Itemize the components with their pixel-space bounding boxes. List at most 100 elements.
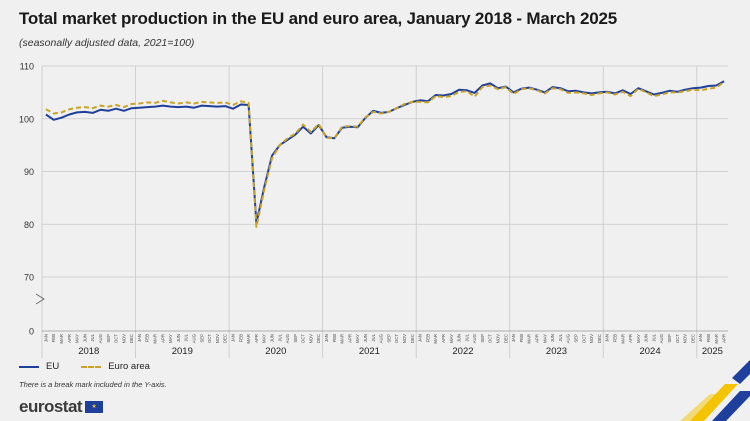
x-tick-label: JUL bbox=[277, 333, 282, 341]
x-tick-label: AUG bbox=[659, 333, 664, 343]
x-tick-label: JUN bbox=[176, 334, 181, 342]
x-tick-label: MAY bbox=[168, 334, 173, 343]
y-tick-label-100: 100 bbox=[19, 114, 34, 124]
x-tick-label: SEP bbox=[199, 334, 204, 343]
y-tick-label-80: 80 bbox=[24, 220, 34, 230]
x-tick-label: FEB bbox=[519, 334, 524, 342]
year-label-2019: 2019 bbox=[172, 346, 193, 357]
x-tick-label: JUL bbox=[558, 333, 563, 341]
series-line-eu bbox=[45, 80, 725, 225]
x-tick-label: DEC bbox=[129, 334, 134, 343]
x-tick-label: JUN bbox=[644, 334, 649, 342]
x-tick-label: JAN bbox=[230, 334, 235, 342]
x-tick-label: OCT bbox=[301, 334, 306, 343]
x-tick-label: JAN bbox=[324, 334, 329, 342]
legend-label-euro-area: Euro area bbox=[108, 361, 150, 372]
x-tick-label: OCT bbox=[207, 334, 212, 343]
legend-swatch-euro-area bbox=[81, 365, 102, 368]
x-tick-label: MAY bbox=[636, 334, 641, 343]
legend-swatch-eu bbox=[19, 365, 39, 368]
year-label-2020: 2020 bbox=[265, 346, 286, 357]
x-tick-label: JAN bbox=[137, 334, 142, 342]
x-tick-label: OCT bbox=[581, 334, 586, 343]
y-axis-break-mark bbox=[35, 293, 45, 305]
x-tick-label: JAN bbox=[605, 334, 610, 342]
x-tick-label: JUN bbox=[82, 334, 87, 342]
x-tick-label: JUL bbox=[90, 333, 95, 341]
x-tick-label: JAN bbox=[698, 334, 703, 342]
year-label-2025: 2025 bbox=[702, 346, 723, 357]
x-tick-label: DEC bbox=[690, 334, 695, 343]
x-tick-label: DEC bbox=[503, 334, 508, 343]
year-label-2023: 2023 bbox=[546, 346, 567, 357]
grid-layer bbox=[41, 65, 728, 358]
x-tick-label: MAR bbox=[527, 334, 532, 344]
x-tick-label: JUN bbox=[269, 334, 274, 342]
x-tick-label: MAY bbox=[542, 334, 547, 343]
x-tick-label: MAR bbox=[340, 334, 345, 344]
x-tick-label: JUN bbox=[363, 334, 368, 342]
y-tick-label-0: 0 bbox=[29, 327, 34, 337]
x-tick-label: APR bbox=[347, 334, 352, 343]
x-tick-label: APR bbox=[628, 334, 633, 343]
x-tick-label: FEB bbox=[332, 334, 337, 342]
chart-subtitle: (seasonally adjusted data, 2021=100) bbox=[19, 37, 195, 49]
x-tick-label: NOV bbox=[215, 334, 220, 343]
x-tick-label: NOV bbox=[121, 334, 126, 343]
x-tick-label: NOV bbox=[402, 334, 407, 343]
x-tick-label: AUG bbox=[566, 333, 571, 343]
eu-flag-icon: ★ bbox=[85, 401, 104, 413]
x-tick-label: MAY bbox=[449, 334, 454, 343]
x-tick-label: MAR bbox=[433, 334, 438, 344]
x-tick-label: SEP bbox=[293, 334, 298, 343]
x-tick-label: MAR bbox=[59, 334, 64, 344]
x-tick-label: APR bbox=[535, 334, 540, 343]
x-tick-label: DEC bbox=[223, 334, 228, 343]
x-tick-label: AUG bbox=[472, 333, 477, 343]
x-tick-label: DEC bbox=[597, 334, 602, 343]
x-tick-label: FEB bbox=[706, 334, 711, 342]
y-tick-label-110: 110 bbox=[20, 62, 34, 72]
x-tick-label: OCT bbox=[675, 334, 680, 343]
x-tick-label: JUN bbox=[457, 334, 462, 342]
series-line-euro-area bbox=[45, 80, 725, 228]
eurostat-logo: eurostat ★ bbox=[19, 397, 104, 417]
x-tick-label: JAN bbox=[418, 334, 423, 342]
x-tick-label: MAR bbox=[714, 334, 719, 344]
x-tick-label: SEP bbox=[480, 334, 485, 343]
x-tick-label: FEB bbox=[612, 334, 617, 342]
x-tick-label: FEB bbox=[425, 334, 430, 342]
series-layer bbox=[45, 80, 725, 228]
x-tick-label: MAR bbox=[620, 334, 625, 344]
year-label-2024: 2024 bbox=[639, 346, 660, 357]
chart-title: Total market production in the EU and eu… bbox=[19, 9, 618, 28]
x-tick-label: MAR bbox=[246, 334, 251, 344]
x-tick-label: APR bbox=[160, 334, 165, 343]
y-tick-label-70: 70 bbox=[24, 273, 34, 283]
x-tick-label: AUG bbox=[285, 333, 290, 343]
x-tick-label: SEP bbox=[386, 334, 391, 343]
x-tick-label: FEB bbox=[145, 334, 150, 342]
year-label-2018: 2018 bbox=[78, 346, 99, 357]
year-label-2021: 2021 bbox=[359, 346, 380, 357]
x-tick-label: FEB bbox=[238, 334, 243, 342]
x-tick-label: AUG bbox=[192, 333, 197, 343]
x-tick-label: JUL bbox=[184, 333, 189, 341]
legend-item-euro-area: Euro area bbox=[81, 361, 150, 372]
x-tick-label: MAY bbox=[262, 334, 267, 343]
x-tick-label: AUG bbox=[98, 333, 103, 343]
x-tick-label: JUL bbox=[651, 333, 656, 341]
x-tick-label: DEC bbox=[316, 334, 321, 343]
x-tick-label: APR bbox=[254, 334, 259, 343]
x-tick-label: OCT bbox=[114, 334, 119, 343]
x-tick-label: NOV bbox=[589, 334, 594, 343]
x-tick-label: SEP bbox=[573, 334, 578, 343]
x-tick-label: SEP bbox=[106, 334, 111, 343]
x-tick-label: APR bbox=[441, 334, 446, 343]
x-tick-label: JUN bbox=[550, 334, 555, 342]
x-tick-label: APR bbox=[67, 334, 72, 343]
y-tick-label-90: 90 bbox=[24, 167, 34, 177]
legend-label-eu: EU bbox=[46, 361, 60, 372]
x-tick-label: FEB bbox=[51, 334, 56, 342]
